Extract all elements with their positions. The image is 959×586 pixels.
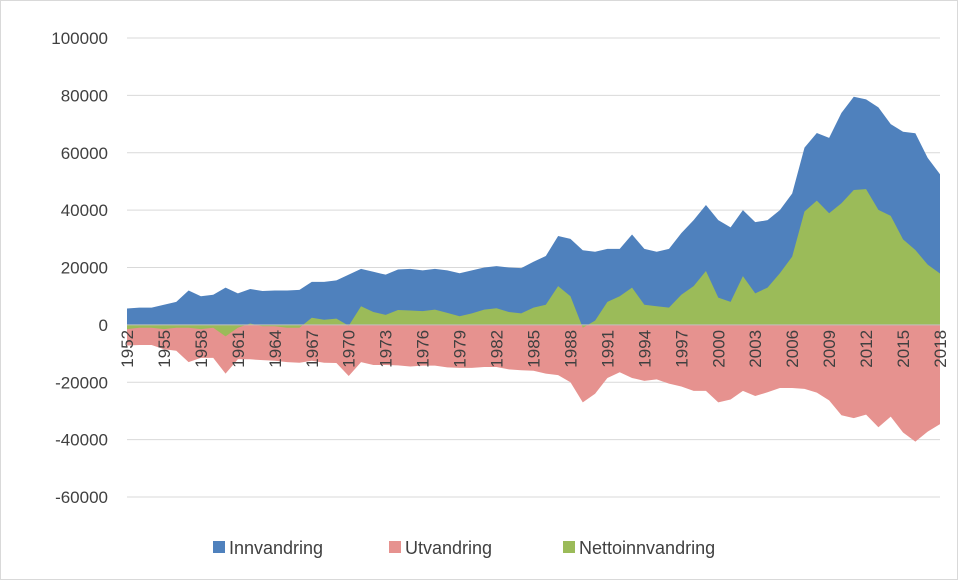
y-tick-label: -60000 (55, 488, 108, 507)
legend-swatch (213, 541, 225, 553)
legend-label: Utvandring (405, 538, 492, 558)
x-tick-label: 1952 (118, 330, 137, 368)
area (127, 189, 940, 337)
area (127, 324, 940, 442)
x-tick-label: 1994 (635, 330, 654, 368)
x-tick-label: 1964 (266, 330, 285, 368)
y-tick-label: -40000 (55, 431, 108, 450)
y-tick-label: -20000 (55, 373, 108, 392)
x-tick-label: 1982 (488, 330, 507, 368)
x-tick-label: 1988 (561, 330, 580, 368)
x-tick-label: 2009 (820, 330, 839, 368)
x-tick-label: 1976 (414, 330, 433, 368)
y-tick-label: 60000 (61, 144, 108, 163)
x-tick-label: 2000 (709, 330, 728, 368)
y-tick-label: 100000 (51, 29, 108, 48)
x-tick-label: 1955 (155, 330, 174, 368)
legend-swatch (563, 541, 575, 553)
x-tick-label: 1970 (340, 330, 359, 368)
x-tick-label: 2006 (783, 330, 802, 368)
x-tick-label: 1967 (303, 330, 322, 368)
x-tick-label: 2015 (894, 330, 913, 368)
x-tick-label: 1991 (598, 330, 617, 368)
x-tick-label: 2018 (931, 330, 950, 368)
x-tick-label: 2003 (746, 330, 765, 368)
x-tick-label: 1973 (377, 330, 396, 368)
x-tick-label: 1958 (192, 330, 211, 368)
legend-label: Nettoinnvandring (579, 538, 715, 558)
y-tick-label: 20000 (61, 259, 108, 278)
x-tick-label: 2012 (857, 330, 876, 368)
y-tick-label: 80000 (61, 86, 108, 105)
legend-swatch (389, 541, 401, 553)
y-tick-label: 40000 (61, 201, 108, 220)
x-tick-label: 1961 (229, 330, 248, 368)
y-tick-label: 0 (99, 316, 108, 335)
legend-label: Innvandring (229, 538, 323, 558)
x-tick-label: 1997 (672, 330, 691, 368)
x-tick-label: 1979 (451, 330, 470, 368)
x-tick-label: 1985 (525, 330, 544, 368)
area (127, 96, 940, 325)
